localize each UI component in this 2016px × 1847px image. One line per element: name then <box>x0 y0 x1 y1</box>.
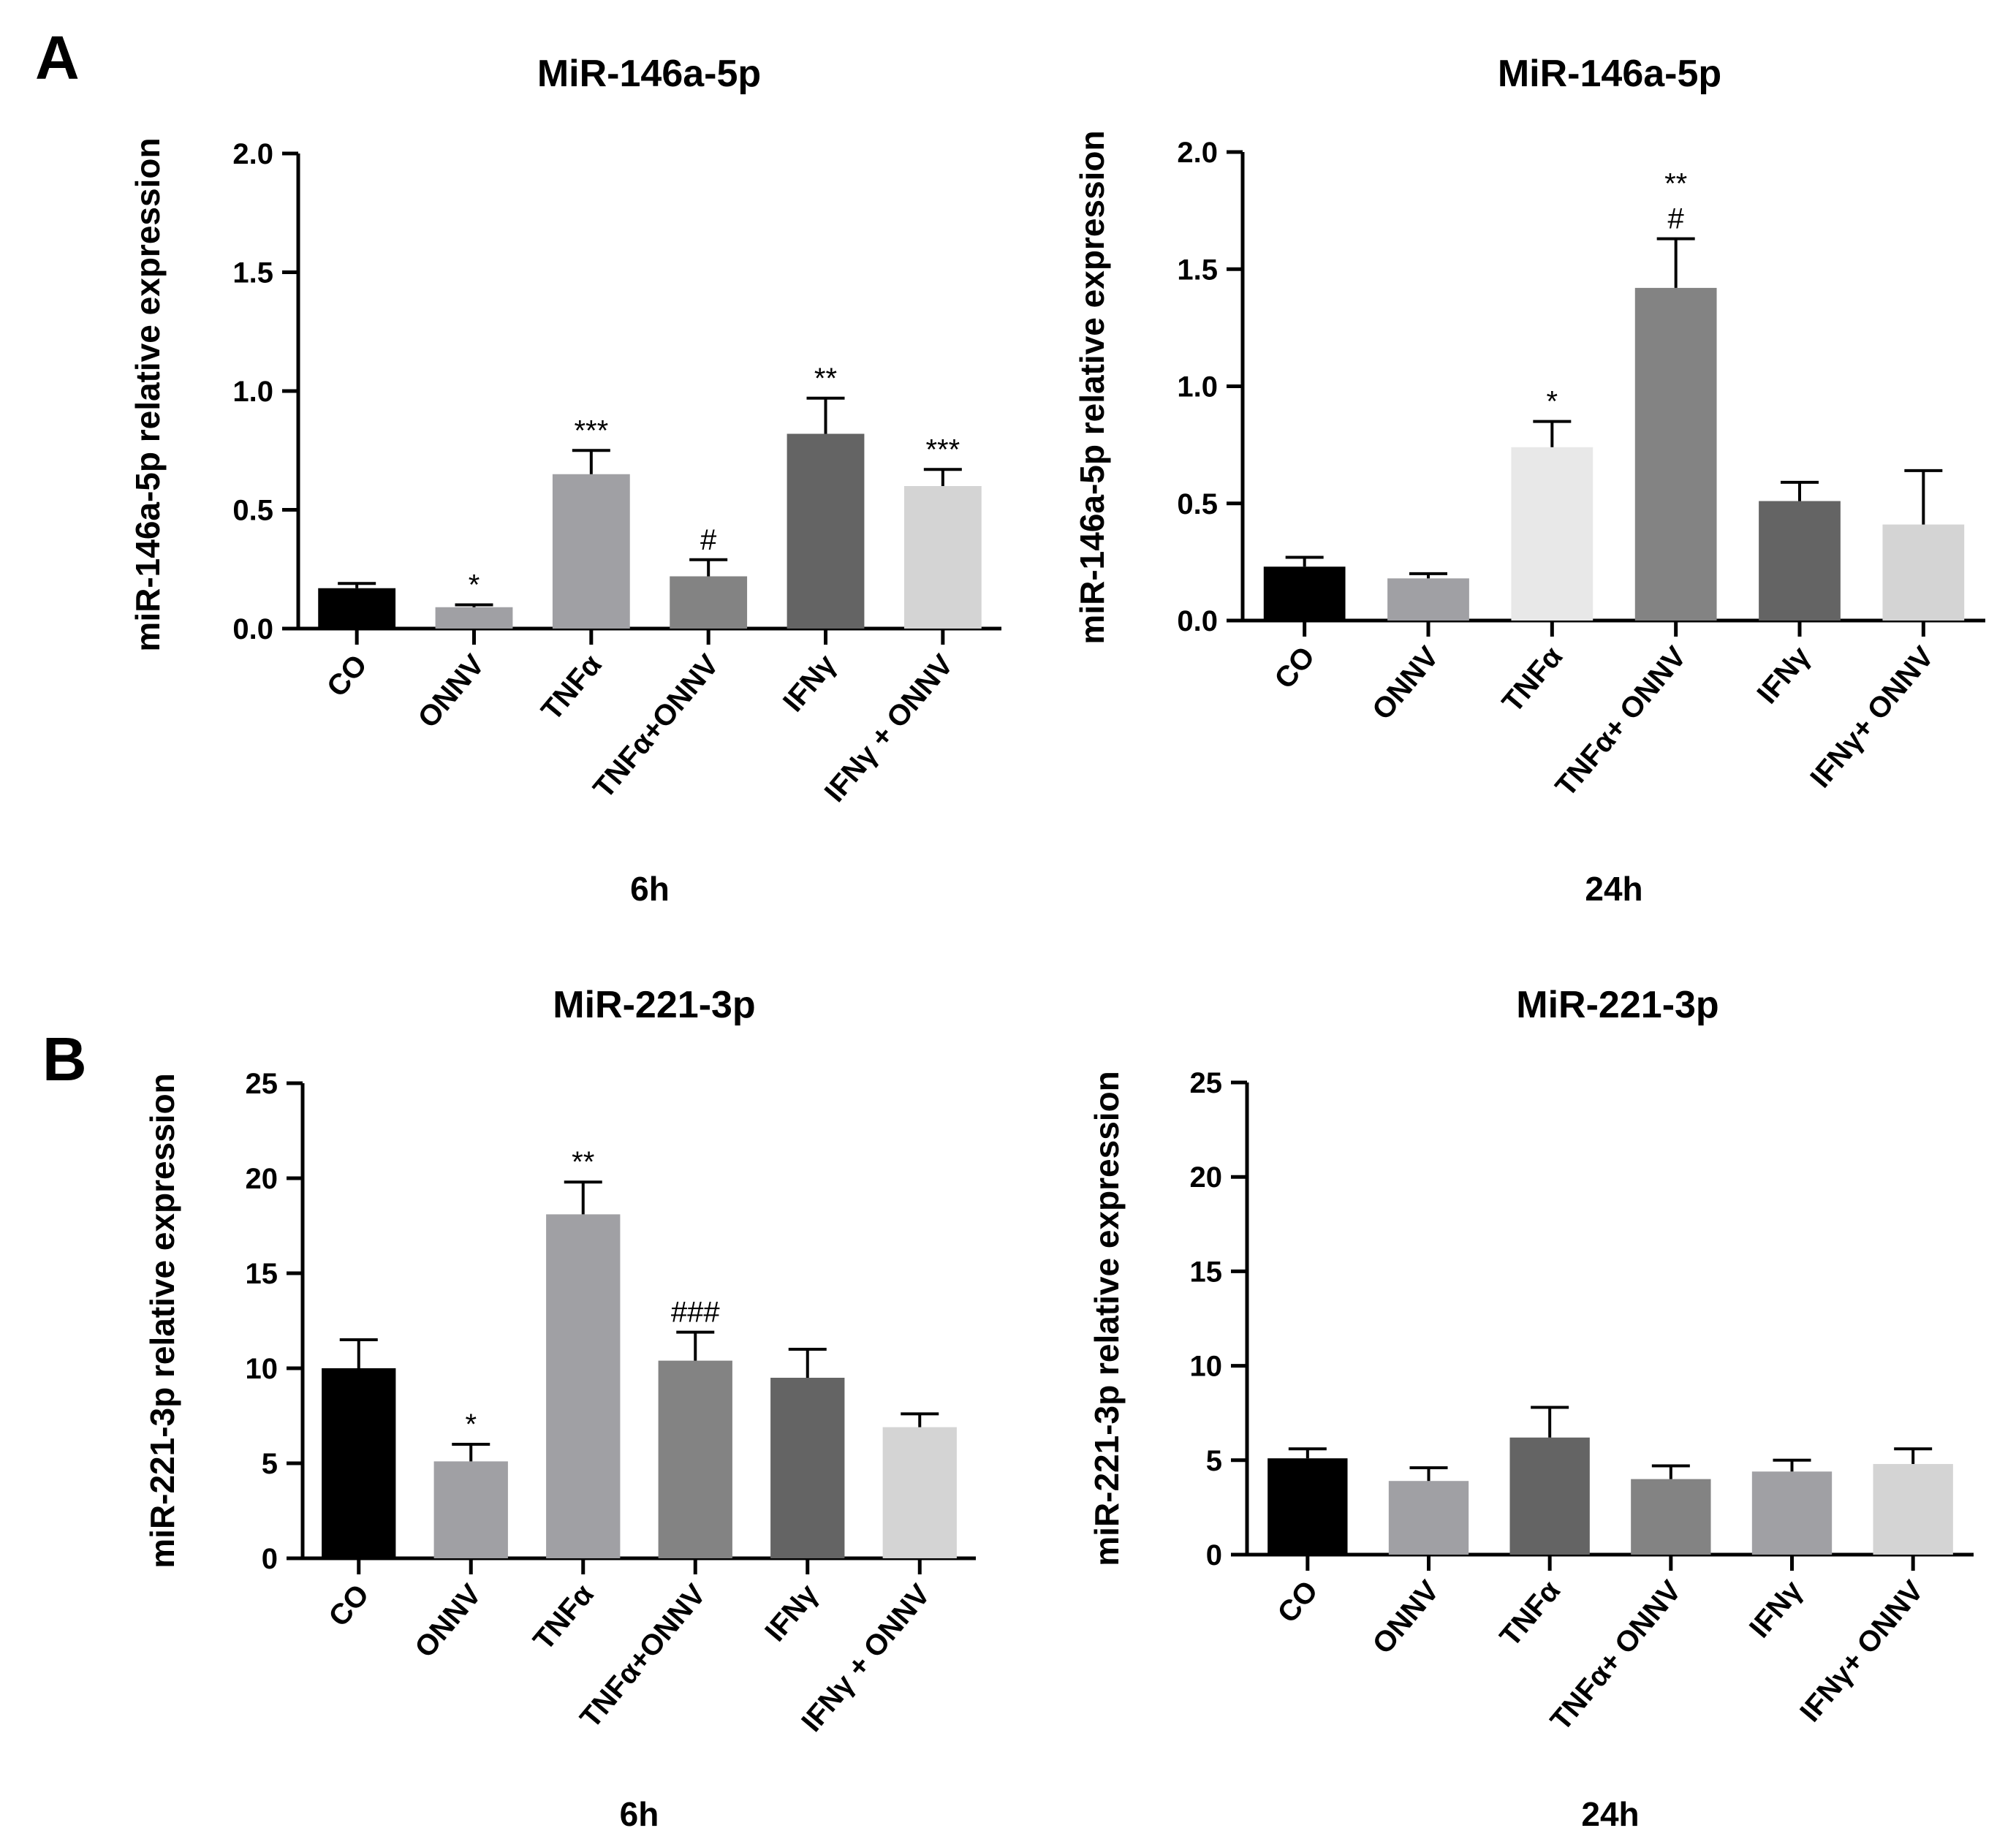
bar <box>1387 578 1469 621</box>
category-label: TNFα+ ONNV <box>1545 1574 1688 1737</box>
bar <box>1631 1479 1711 1555</box>
significance-label: * <box>465 1408 477 1441</box>
bar <box>903 486 982 629</box>
y-tick-label: 0.0 <box>232 613 273 645</box>
chart-title: MiR-221-3p <box>1516 984 1718 1026</box>
category-label: IFNγ+ ONNV <box>1804 640 1940 794</box>
bar <box>318 588 396 629</box>
y-tick-label: 10 <box>1190 1351 1223 1383</box>
category-label: IFNγ+ ONNV <box>1794 1574 1930 1728</box>
chart-3: MiR-221-3p miR-221-3p relative expression… <box>143 984 976 1833</box>
bar <box>552 474 630 629</box>
y-tick-label: 15 <box>246 1258 278 1290</box>
significance-label: * <box>1547 386 1558 418</box>
y-tick-label: 0.5 <box>1177 488 1218 520</box>
significance-label: *** <box>574 414 608 447</box>
x-axis-label: 6h <box>630 870 670 908</box>
y-tick-label: 0 <box>1206 1539 1222 1571</box>
bar <box>1388 1481 1469 1555</box>
chart-2: MiR-146a-5p miR-146a-5p relative expressi… <box>1073 53 1985 908</box>
significance-label: # <box>700 524 717 556</box>
chart-title: MiR-146a-5p <box>1498 53 1721 95</box>
bar <box>546 1214 621 1558</box>
y-axis-label: miR-221-3p relative expression <box>143 1073 181 1569</box>
bar <box>1759 501 1841 621</box>
bar <box>882 1427 957 1558</box>
significance-label: # <box>1668 203 1685 235</box>
y-axis-label: miR-146a-5p relative expression <box>1073 130 1111 644</box>
category-label: TNFα+ ONNV <box>1550 640 1693 803</box>
category-label: IFNγ <box>1751 640 1816 710</box>
y-tick-label: 2.0 <box>1177 137 1218 169</box>
y-tick-label: 1.5 <box>232 257 273 289</box>
significance-label: ** <box>572 1146 594 1178</box>
charts: MiR-146a-5p miR-146a-5p relative expressi… <box>129 53 1985 1833</box>
significance-label: ** <box>814 363 837 395</box>
bar <box>1634 287 1717 621</box>
y-tick-label: 15 <box>1190 1256 1223 1288</box>
bar <box>1509 1437 1590 1555</box>
y-axis-label: miR-146a-5p relative expression <box>129 137 167 651</box>
category-label: TNFα <box>1494 1574 1567 1653</box>
panel-letter-b: B <box>42 1025 87 1093</box>
bar <box>433 1461 508 1558</box>
bar <box>670 576 748 629</box>
chart-title: MiR-221-3p <box>553 984 755 1026</box>
bar <box>435 607 513 629</box>
bar <box>1751 1471 1833 1555</box>
x-axis-label: 6h <box>620 1795 659 1833</box>
y-tick-label: 0.5 <box>232 495 273 527</box>
bar <box>322 1368 396 1558</box>
significance-label: *** <box>925 433 960 466</box>
significance-label: * <box>469 569 480 602</box>
y-tick-label: 5 <box>262 1448 278 1480</box>
category-label: ONNV <box>412 648 490 734</box>
category-label: ONNV <box>409 1578 488 1664</box>
category-label: TNFα <box>1496 640 1569 718</box>
category-label: ONNV <box>1366 1574 1445 1660</box>
panel-letter-a: A <box>35 23 80 92</box>
y-tick-label: 5 <box>1206 1445 1222 1477</box>
bar <box>1882 524 1965 621</box>
bar <box>658 1360 732 1558</box>
x-axis-label: 24h <box>1585 870 1642 908</box>
chart-4: MiR-221-3p miR-221-3p relative expression… <box>1088 984 1974 1833</box>
significance-label: ### <box>671 1297 720 1329</box>
y-tick-label: 0.0 <box>1177 605 1218 637</box>
bar <box>787 433 865 629</box>
category-label: CO <box>1271 1575 1324 1629</box>
category-label: TNFα+ONNV <box>587 648 725 804</box>
bar <box>770 1378 845 1558</box>
bar <box>1263 566 1346 621</box>
y-tick-label: 1.5 <box>1177 254 1218 286</box>
category-label: TNFα <box>527 1578 600 1656</box>
y-tick-label: 2.0 <box>232 138 273 170</box>
y-tick-label: 25 <box>246 1068 278 1100</box>
category-label: ONNV <box>1366 640 1445 726</box>
y-tick-label: 1.0 <box>232 376 273 408</box>
y-tick-label: 1.0 <box>1177 371 1218 403</box>
y-tick-label: 10 <box>246 1353 278 1385</box>
bar <box>1873 1463 1953 1555</box>
chart-title: MiR-146a-5p <box>537 53 761 95</box>
bar <box>1267 1458 1348 1555</box>
significance-label: ** <box>1664 168 1687 200</box>
bar <box>1511 447 1594 621</box>
y-axis-label: miR-221-3p relative expression <box>1088 1071 1126 1566</box>
category-label: CO <box>1268 641 1321 695</box>
chart-1: MiR-146a-5p miR-146a-5p relative expressi… <box>129 53 1001 908</box>
category-label: TNFα <box>535 648 608 727</box>
category-label: IFNγ <box>1743 1574 1809 1644</box>
x-axis-label: 24h <box>1581 1795 1639 1833</box>
y-tick-label: 0 <box>262 1543 278 1575</box>
category-label: CO <box>322 1579 375 1633</box>
category-label: CO <box>321 649 374 703</box>
y-tick-label: 25 <box>1190 1067 1223 1099</box>
category-label: IFNγ <box>759 1578 825 1647</box>
y-tick-label: 20 <box>1190 1161 1223 1194</box>
category-label: IFNγ <box>777 648 843 718</box>
y-tick-label: 20 <box>246 1163 278 1195</box>
